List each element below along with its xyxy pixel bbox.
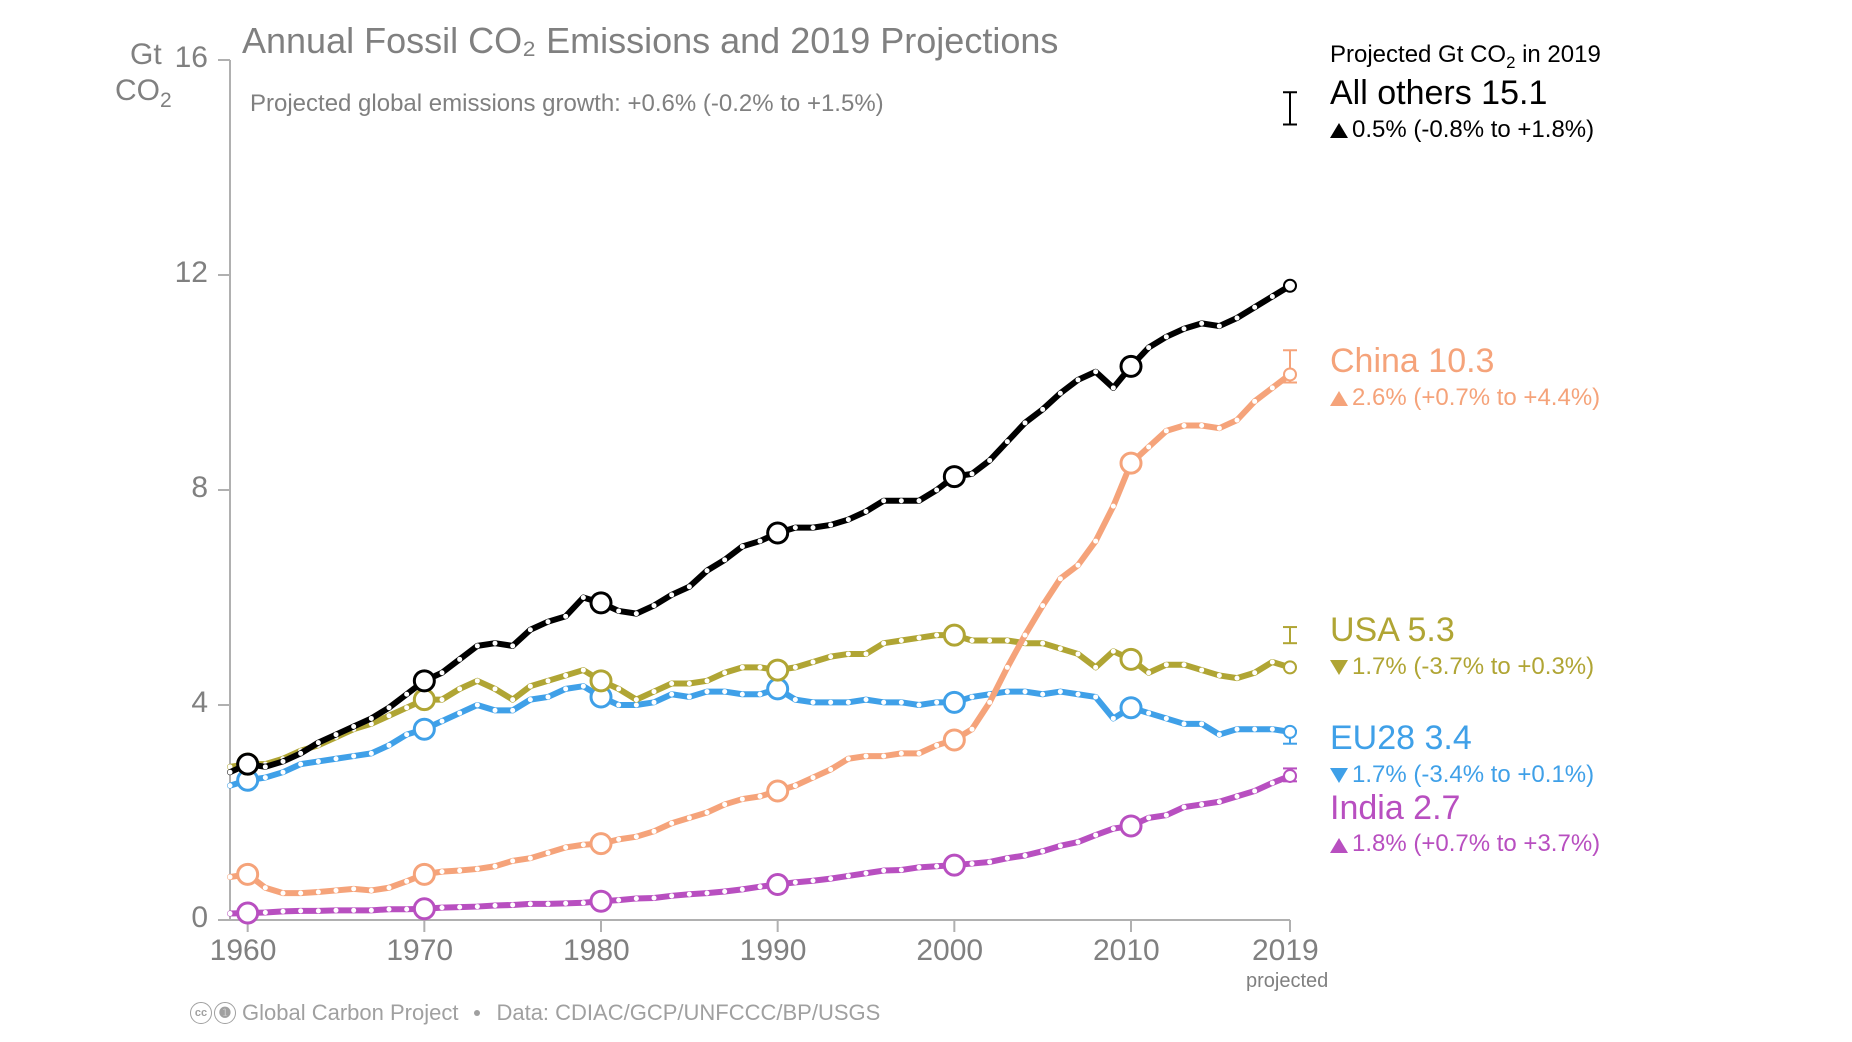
- legend-name: USA 5.3: [1330, 609, 1594, 652]
- legend-china: China 10.32.6% (+0.7% to +4.4%): [1330, 340, 1600, 413]
- x-tick-label: 1960: [210, 934, 277, 968]
- legend-change: 1.7% (-3.7% to +0.3%): [1330, 652, 1594, 682]
- x-tick-label: 2010: [1093, 934, 1160, 968]
- y-axis-unit-sub: CO2: [115, 74, 172, 113]
- legend-change: 2.6% (+0.7% to +4.4%): [1330, 383, 1600, 413]
- y-tick-label: 0: [191, 901, 208, 935]
- y-axis-unit: Gt: [130, 38, 162, 72]
- y-tick-label: 12: [175, 256, 208, 290]
- legend-change: 1.7% (-3.4% to +0.1%): [1330, 760, 1594, 790]
- by-icon: ➊: [214, 1002, 236, 1024]
- x-tick-label: 1990: [740, 934, 807, 968]
- legend-name: China 10.3: [1330, 340, 1600, 383]
- y-tick-label: 8: [191, 471, 208, 505]
- x-tick-label: 2000: [916, 934, 983, 968]
- separator-dot-icon: [474, 1010, 480, 1016]
- legend-name: All others 15.1: [1330, 72, 1594, 115]
- legend-change: 0.5% (-0.8% to +1.8%): [1330, 115, 1594, 145]
- chart-svg: [0, 0, 1852, 1042]
- legend-usa: USA 5.31.7% (-3.7% to +0.3%): [1330, 609, 1594, 682]
- legend-eu28: EU28 3.41.7% (-3.4% to +0.1%): [1330, 717, 1594, 790]
- triangle-up-icon: [1330, 391, 1348, 406]
- triangle-down-icon: [1330, 768, 1348, 783]
- credit-line: cc ➊ Global Carbon Project Data: CDIAC/G…: [190, 1000, 880, 1026]
- triangle-up-icon: [1330, 838, 1348, 853]
- legend-india: India 2.71.8% (+0.7% to +3.7%): [1330, 787, 1600, 860]
- x-tick-label: 1970: [386, 934, 453, 968]
- cc-icon: cc: [190, 1002, 212, 1024]
- credit-data: Data: CDIAC/GCP/UNFCCC/BP/USGS: [496, 1000, 880, 1026]
- triangle-down-icon: [1330, 660, 1348, 675]
- x-tick-label: 2019: [1252, 934, 1319, 968]
- credit-source: Global Carbon Project: [242, 1000, 458, 1026]
- chart-container: { "chart": { "type": "line", "title": "A…: [0, 0, 1852, 1042]
- legend-name: EU28 3.4: [1330, 717, 1594, 760]
- y-tick-label: 16: [175, 41, 208, 75]
- x-tick-label: 1980: [563, 934, 630, 968]
- legend-change: 1.8% (+0.7% to +3.7%): [1330, 829, 1600, 859]
- legend-all-others: All others 15.10.5% (-0.8% to +1.8%): [1330, 72, 1594, 145]
- cc-icons: cc ➊: [190, 1002, 236, 1024]
- y-tick-label: 4: [191, 686, 208, 720]
- legend-name: India 2.7: [1330, 787, 1600, 830]
- projected-note: projected: [1246, 970, 1328, 993]
- legend-header: Projected Gt CO2 in 2019: [1330, 40, 1601, 74]
- triangle-up-icon: [1330, 123, 1348, 138]
